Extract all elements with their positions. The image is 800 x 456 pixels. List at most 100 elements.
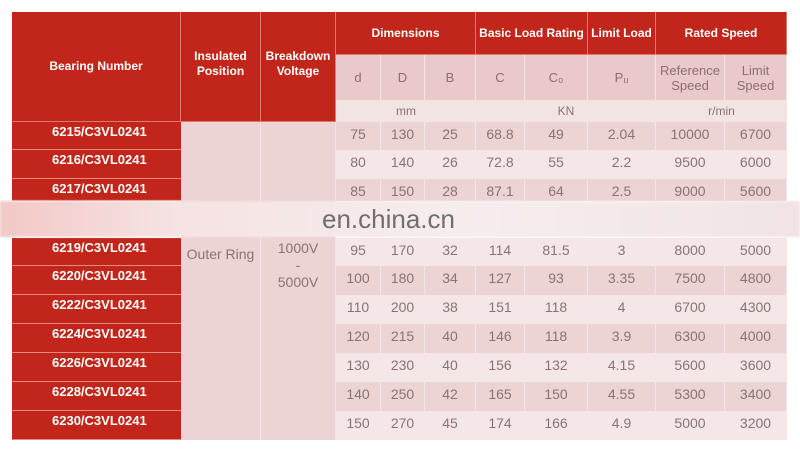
value-cell: 5600 (725, 179, 787, 201)
unit-kn: KN (476, 100, 656, 122)
value-cell: 8000 (656, 238, 725, 266)
value-cell: 200 (381, 295, 425, 324)
value-cell: 28 (425, 179, 476, 201)
value-cell: 118 (525, 324, 588, 353)
value-cell: 140 (336, 382, 381, 411)
value-cell: 4.15 (588, 353, 656, 382)
value-cell: 40 (425, 324, 476, 353)
bearing-number-cell: 6222/C3VL0241 (12, 295, 181, 324)
value-cell: 110 (336, 295, 381, 324)
subheader-cell: C (476, 55, 525, 100)
voltage-max: 5000V (277, 274, 319, 290)
value-cell: 3400 (725, 382, 787, 411)
value-cell: 120 (336, 324, 381, 353)
subheader-cell: d (336, 55, 381, 100)
value-cell: 156 (476, 353, 525, 382)
bearing-number-cell: 6220/C3VL0241 (12, 266, 181, 295)
watermark-band (0, 201, 800, 237)
value-cell: 6000 (725, 150, 787, 179)
value-cell: 215 (381, 324, 425, 353)
insulated-position-cell: Outer Ring (181, 122, 261, 440)
value-cell: 151 (476, 295, 525, 324)
value-cell: 9500 (656, 150, 725, 179)
value-cell: 3.35 (588, 266, 656, 295)
value-cell: 150 (381, 179, 425, 201)
value-cell: 4 (588, 295, 656, 324)
value-cell: 7500 (656, 266, 725, 295)
value-cell: 140 (381, 150, 425, 179)
value-cell: 3200 (725, 411, 787, 440)
bearing-number-cell: 6216/C3VL0241 (12, 150, 181, 179)
value-cell: 34 (425, 266, 476, 295)
watermark-text: en.china.cn (322, 204, 455, 234)
bearing-number-cell: 6228/C3VL0241 (12, 382, 181, 411)
header-basic-load-rating: Basic Load Rating (476, 12, 588, 55)
value-cell: 38 (425, 295, 476, 324)
value-cell: 5300 (656, 382, 725, 411)
value-cell: 26 (425, 150, 476, 179)
value-cell: 6300 (656, 324, 725, 353)
value-cell: 180 (381, 266, 425, 295)
value-cell: 4800 (725, 266, 787, 295)
value-cell: 130 (381, 122, 425, 150)
value-cell: 100 (336, 266, 381, 295)
unit-rpm: r/min (656, 100, 787, 122)
header-insulated-position: Insulated Position (181, 12, 261, 122)
voltage-min: 1000V (277, 240, 319, 256)
value-cell: 270 (381, 411, 425, 440)
value-cell: 114 (476, 238, 525, 266)
value-cell: 93 (525, 266, 588, 295)
value-cell: 87.1 (476, 179, 525, 201)
subheader-cell: Limit Speed (725, 55, 787, 100)
value-cell: 72.8 (476, 150, 525, 179)
value-cell: 9000 (656, 179, 725, 201)
value-cell: 68.8 (476, 122, 525, 150)
value-cell: 3.9 (588, 324, 656, 353)
value-cell: 2.2 (588, 150, 656, 179)
unit-mm: mm (336, 100, 476, 122)
value-cell: 4000 (725, 324, 787, 353)
subheader-cell: Reference Speed (656, 55, 725, 100)
value-cell: 25 (425, 122, 476, 150)
value-cell: 10000 (656, 122, 725, 150)
value-cell: 150 (525, 382, 588, 411)
value-cell: 95 (336, 238, 381, 266)
voltage-dash: - (295, 257, 301, 273)
value-cell: 49 (525, 122, 588, 150)
insulated-position-value: Outer Ring (186, 246, 255, 262)
value-cell: 6700 (725, 122, 787, 150)
value-cell: 45 (425, 411, 476, 440)
header-dimensions: Dimensions (336, 12, 476, 55)
value-cell: 85 (336, 179, 381, 201)
bearing-number-cell: 6219/C3VL0241 (12, 238, 181, 266)
value-cell: 170 (381, 238, 425, 266)
value-cell: 4.55 (588, 382, 656, 411)
bearing-number-cell: 6224/C3VL0241 (12, 324, 181, 353)
value-cell: 2.04 (588, 122, 656, 150)
value-cell: 5000 (725, 238, 787, 266)
value-cell: 42 (425, 382, 476, 411)
value-cell: 130 (336, 353, 381, 382)
value-cell: 3600 (725, 353, 787, 382)
value-cell: 250 (381, 382, 425, 411)
value-cell: 32 (425, 238, 476, 266)
value-cell: 3 (588, 238, 656, 266)
header-bearing-number: Bearing Number (12, 12, 181, 122)
value-cell: 6700 (656, 295, 725, 324)
value-cell: 2.5 (588, 179, 656, 201)
subheader-cell: C₀ (525, 55, 588, 100)
value-cell: 5000 (656, 411, 725, 440)
value-cell: 4300 (725, 295, 787, 324)
subheader-cell: Pᵤ (588, 55, 656, 100)
bearing-number-cell: 6215/C3VL0241 (12, 122, 181, 150)
value-cell: 166 (525, 411, 588, 440)
value-cell: 55 (525, 150, 588, 179)
value-cell: 165 (476, 382, 525, 411)
value-cell: 118 (525, 295, 588, 324)
bearing-number-cell: 6217/C3VL0241 (12, 179, 181, 201)
value-cell: 64 (525, 179, 588, 201)
value-cell: 230 (381, 353, 425, 382)
header-limit-load: Limit Load (588, 12, 656, 55)
value-cell: 174 (476, 411, 525, 440)
value-cell: 5600 (656, 353, 725, 382)
